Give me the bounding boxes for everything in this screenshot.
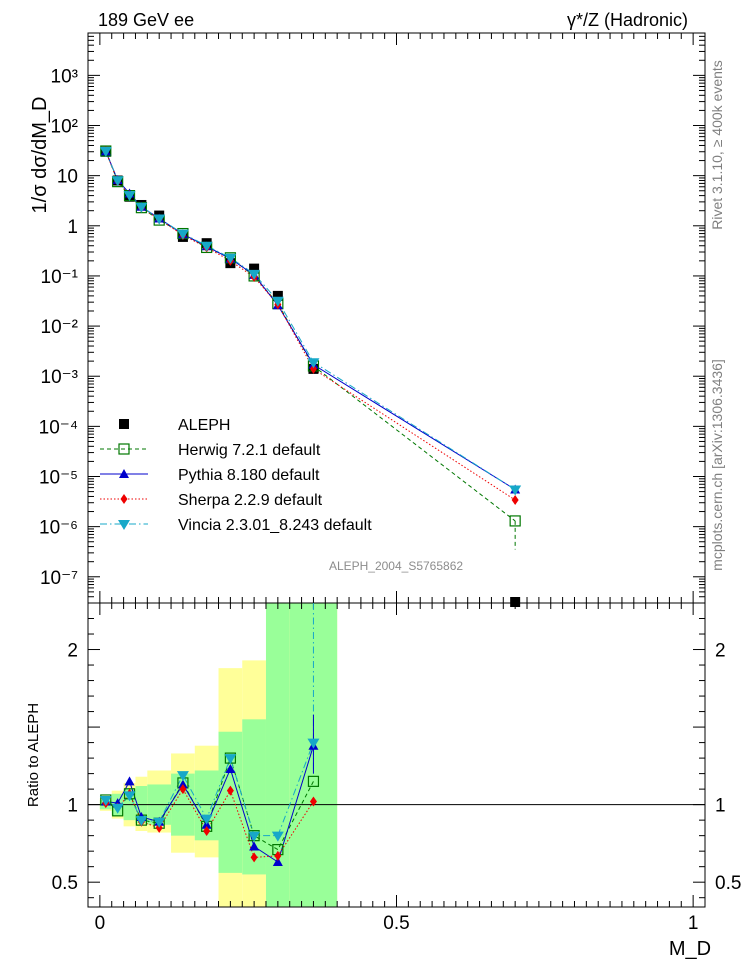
legend-marker-data: [119, 419, 129, 429]
ratio-point-sherpa: [309, 796, 317, 807]
uncertainty-band-inner: [194, 770, 219, 841]
legend-marker-pythia: [119, 469, 129, 478]
series-line-sherpa: [105, 151, 516, 501]
main-plot-panel: 10⁻⁷ 10⁻⁶ 10⁻⁵ 10⁻⁴ 10⁻³ 10⁻² 10⁻¹ 1 10 10² 10³: [39, 32, 706, 607]
data-point-vincia: [248, 269, 261, 280]
y-tick-label: 1: [67, 217, 78, 238]
legend-label-sherpa: Sherpa 2.2.9 default: [178, 492, 323, 509]
data-point-vincia: [153, 214, 166, 225]
data-point-vincia: [99, 147, 112, 158]
analysis-id-label: ALEPH_2004_S5765862: [329, 559, 463, 573]
ratio-point-herwig: [307, 775, 320, 787]
ratio-point-sherpa: [179, 784, 187, 795]
ratio-point-sherpa: [274, 850, 282, 861]
data-point-aleph: [249, 263, 260, 274]
ratio-point-pythia: [249, 841, 260, 851]
ratio-point-sherpa: [250, 852, 258, 863]
y-axis-label-ratio: Ratio to ALEPH: [25, 703, 42, 807]
data-point-vincia: [307, 358, 320, 369]
ratio-line-vincia: [105, 742, 314, 837]
uncertainty-band-inner: [218, 731, 243, 873]
y-tick-label: 10⁻¹: [41, 267, 79, 288]
uncertainty-band-inner: [242, 719, 266, 875]
y-tick-label: 10: [57, 167, 78, 188]
ratio-point-sherpa: [155, 822, 163, 833]
ratio-y-tick-label-left: 0.5: [52, 873, 78, 894]
ratio-point-vincia: [271, 831, 284, 842]
y-tick-label: 10⁻⁵: [39, 468, 78, 489]
y-tick-label: 10⁻⁶: [39, 518, 78, 539]
legend-label-vincia: Vincia 2.3.01_8.243 default: [178, 517, 372, 534]
ratio-point-vincia: [111, 803, 124, 814]
y-axis-label-main: 1/σ dσ/dM_D: [29, 97, 51, 214]
data-point-vincia: [200, 241, 213, 252]
x-axis-label: M_D: [669, 938, 711, 960]
legend-marker-sherpa: [120, 494, 128, 504]
ratio-y-tick-label-left: 2: [67, 641, 78, 662]
x-tick-label: 0: [95, 913, 106, 934]
data-point-vincia: [271, 296, 284, 307]
ratio-point-sherpa: [203, 826, 211, 836]
data-point-vincia: [123, 191, 136, 202]
ratio-point-vincia: [200, 814, 213, 825]
ratio-point-pythia: [225, 763, 236, 773]
legend-label-herwig: Herwig 7.2.1 default: [178, 442, 321, 459]
data-point-vincia: [509, 485, 522, 496]
ratio-y-tick-label-right: 2: [715, 641, 726, 662]
y-tick-label: 10⁻³: [41, 367, 79, 388]
legend-label-pythia: Pythia 8.180 default: [178, 467, 320, 484]
x-tick-label: 1: [688, 913, 699, 934]
ratio-point-vincia: [153, 817, 166, 828]
series-line-herwig: [105, 150, 516, 522]
ratio-point-vincia: [123, 791, 136, 802]
mcplots-label: mcplots.cern.ch [arXiv:1306.3436]: [709, 359, 725, 571]
ratio-y-tick-label-right: 0.5: [715, 873, 741, 894]
x-tick-label: 0.5: [383, 913, 409, 934]
ratio-point-pythia: [272, 857, 283, 867]
legend-marker-vincia: [118, 520, 130, 530]
uncertainty-band-inner: [265, 603, 290, 907]
data-point-aleph: [272, 290, 283, 301]
ratio-plot-panel: 0.5 0.5 1 1 2 2 0 0.5 1: [52, 602, 741, 934]
data-point-aleph: [510, 597, 521, 607]
data-point-vincia: [224, 253, 237, 264]
ratio-point-pythia: [124, 776, 135, 786]
ratio-point-vincia: [307, 738, 320, 749]
ratio-point-sherpa: [226, 785, 234, 796]
series-line-pythia: [105, 151, 516, 490]
legend-marker-herwig: [118, 443, 130, 455]
legend: ALEPH Herwig 7.2.1 default Pythia 8.180 de…: [100, 417, 372, 534]
y-tick-label: 10⁻⁴: [39, 417, 78, 438]
y-tick-label: 10²: [51, 117, 78, 138]
data-point-vincia: [111, 176, 124, 187]
y-tick-label: 10³: [51, 66, 78, 87]
series-line-vincia: [105, 150, 516, 490]
ratio-y-tick-label-right: 1: [715, 796, 726, 817]
ratio-y-tick-label-left: 1: [67, 796, 78, 817]
header-right: γ*/Z (Hadronic): [567, 10, 688, 30]
ratio-point-pythia: [177, 779, 188, 789]
ratio-point-vincia: [176, 771, 189, 782]
y-tick-label: 10⁻⁷: [40, 568, 78, 589]
data-point-vincia: [176, 229, 189, 240]
header-left: 189 GeV ee: [98, 10, 194, 30]
data-point-vincia: [135, 202, 148, 213]
data-point-sherpa: [309, 363, 317, 374]
rivet-version-label: Rivet 3.1.10, ≥ 400k events: [709, 60, 725, 230]
ratio-point-vincia: [99, 795, 112, 806]
ratio-point-vincia: [248, 831, 261, 842]
ratio-point-vincia: [135, 816, 148, 827]
y-tick-label: 10⁻²: [41, 317, 79, 338]
legend-label-data: ALEPH: [178, 417, 230, 434]
data-point-sherpa: [511, 494, 519, 505]
ratio-point-vincia: [224, 754, 237, 765]
data-point-herwig: [509, 515, 521, 527]
